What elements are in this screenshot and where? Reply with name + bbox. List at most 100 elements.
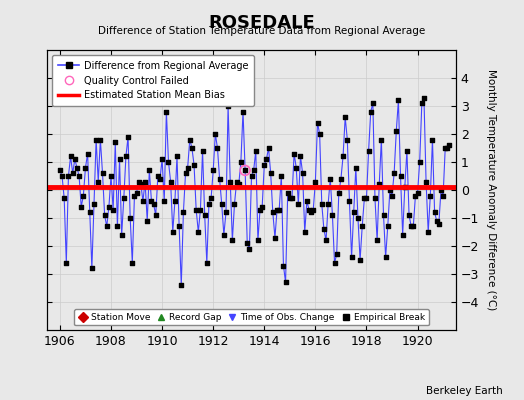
- Point: [167, 178, 175, 185]
- Point: [305, 206, 313, 213]
- Point: [350, 209, 358, 216]
- Point: [181, 170, 190, 176]
- Point: [367, 108, 375, 115]
- Point: [326, 176, 334, 182]
- Point: [401, 184, 409, 190]
- Point: [265, 145, 273, 151]
- Point: [256, 206, 264, 213]
- Point: [107, 173, 115, 179]
- Point: [60, 195, 69, 202]
- Point: [211, 131, 220, 137]
- Point: [111, 139, 119, 146]
- Text: ROSEDALE: ROSEDALE: [209, 14, 315, 32]
- Point: [303, 198, 311, 204]
- Point: [443, 145, 452, 151]
- Point: [249, 167, 258, 174]
- Point: [269, 209, 277, 216]
- Point: [101, 212, 109, 218]
- Point: [362, 195, 370, 202]
- Point: [67, 153, 75, 160]
- Point: [358, 223, 366, 230]
- Point: [83, 150, 92, 157]
- Point: [183, 164, 192, 171]
- Point: [271, 234, 279, 241]
- Point: [398, 232, 407, 238]
- Point: [405, 212, 413, 218]
- Point: [241, 167, 249, 174]
- Point: [88, 265, 96, 272]
- Point: [228, 237, 236, 244]
- Point: [56, 167, 64, 174]
- Point: [283, 190, 292, 196]
- Point: [237, 159, 245, 165]
- Point: [384, 223, 392, 230]
- Point: [64, 173, 73, 179]
- Point: [335, 190, 343, 196]
- Point: [286, 195, 294, 202]
- Point: [356, 257, 364, 263]
- Point: [81, 164, 90, 171]
- Point: [434, 220, 443, 227]
- Point: [337, 176, 345, 182]
- Point: [117, 232, 126, 238]
- Point: [409, 223, 418, 230]
- Point: [396, 173, 405, 179]
- Point: [77, 204, 85, 210]
- Point: [177, 282, 185, 288]
- Point: [128, 260, 136, 266]
- Point: [309, 206, 318, 213]
- Point: [420, 94, 428, 101]
- Point: [273, 206, 281, 213]
- Point: [332, 251, 341, 258]
- Point: [422, 178, 430, 185]
- Point: [103, 223, 111, 230]
- Point: [375, 181, 384, 188]
- Point: [220, 232, 228, 238]
- Point: [201, 212, 209, 218]
- Point: [320, 226, 328, 232]
- Point: [92, 136, 100, 143]
- Point: [85, 209, 94, 216]
- Point: [165, 159, 173, 165]
- Point: [75, 173, 83, 179]
- Y-axis label: Monthly Temperature Anomaly Difference (°C): Monthly Temperature Anomaly Difference (…: [486, 69, 496, 311]
- Point: [254, 237, 262, 244]
- Point: [69, 170, 77, 176]
- Text: Difference of Station Temperature Data from Regional Average: Difference of Station Temperature Data f…: [99, 26, 425, 36]
- Point: [411, 192, 420, 199]
- Point: [360, 195, 368, 202]
- Point: [188, 145, 196, 151]
- Point: [371, 195, 379, 202]
- Point: [143, 218, 151, 224]
- Point: [194, 229, 202, 235]
- Point: [324, 201, 332, 207]
- Point: [139, 198, 147, 204]
- Point: [199, 148, 207, 154]
- Point: [445, 142, 454, 148]
- Point: [126, 215, 134, 221]
- Point: [437, 187, 445, 193]
- Point: [105, 204, 113, 210]
- Point: [205, 201, 213, 207]
- Point: [258, 204, 266, 210]
- Point: [239, 108, 247, 115]
- Point: [241, 167, 249, 174]
- Point: [122, 153, 130, 160]
- Point: [185, 136, 194, 143]
- Point: [430, 209, 439, 216]
- Point: [267, 170, 275, 176]
- Point: [341, 114, 350, 120]
- Point: [307, 209, 315, 216]
- Point: [328, 212, 336, 218]
- Point: [217, 201, 226, 207]
- Point: [137, 181, 145, 188]
- Point: [364, 148, 373, 154]
- Point: [235, 181, 243, 188]
- Point: [90, 201, 98, 207]
- Point: [330, 260, 339, 266]
- Point: [175, 223, 183, 230]
- Point: [322, 237, 330, 244]
- Point: [169, 229, 177, 235]
- Point: [347, 254, 356, 260]
- Point: [439, 192, 447, 199]
